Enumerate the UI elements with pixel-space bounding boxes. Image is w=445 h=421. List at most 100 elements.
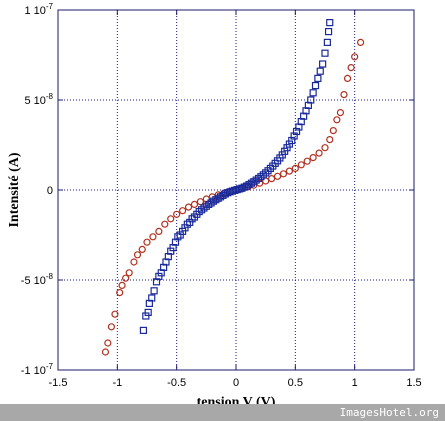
data-point-circle bbox=[161, 220, 169, 228]
data-point-square bbox=[238, 184, 246, 192]
data-point-square bbox=[321, 49, 329, 57]
data-point-square bbox=[292, 127, 301, 136]
data-point-circle bbox=[149, 233, 157, 241]
data-point-square bbox=[150, 287, 158, 295]
data-point-square bbox=[226, 188, 234, 196]
data-point-circle bbox=[333, 116, 341, 124]
data-point-square bbox=[142, 312, 150, 320]
x-tick-label: 1 bbox=[352, 377, 358, 389]
watermark-text: ImagesHotel.org bbox=[339, 406, 439, 419]
data-point-circle bbox=[155, 227, 163, 235]
data-point-square bbox=[262, 169, 270, 177]
data-point-circle bbox=[143, 238, 151, 246]
data-point-circle bbox=[351, 53, 359, 61]
x-tick-label: -0.5 bbox=[167, 377, 186, 389]
data-point-square bbox=[324, 28, 333, 36]
data-point-square bbox=[307, 96, 315, 104]
data-point-circle bbox=[179, 207, 187, 215]
data-point-square bbox=[160, 263, 168, 271]
data-point-square bbox=[290, 132, 298, 140]
data-point-circle bbox=[125, 269, 133, 277]
data-point-circle bbox=[138, 245, 146, 253]
data-point-square bbox=[311, 81, 320, 90]
data-point-square bbox=[176, 231, 184, 239]
data-point-square bbox=[145, 299, 153, 307]
data-point-circle bbox=[336, 108, 345, 117]
data-point-circle bbox=[309, 154, 317, 162]
x-tick-label: 0 bbox=[233, 377, 239, 389]
data-point-square bbox=[152, 278, 161, 286]
data-point-circle bbox=[273, 172, 282, 180]
data-point-circle bbox=[184, 203, 193, 211]
x-axis-ticks: -1.5 -1 -0.5 0 0.5 1 1.5 bbox=[49, 10, 422, 389]
data-point-circle bbox=[122, 274, 130, 282]
data-point-square bbox=[326, 19, 334, 27]
series-square-markers bbox=[139, 19, 334, 334]
data-point-square bbox=[197, 206, 206, 214]
data-point-circle bbox=[196, 198, 204, 206]
x-tick-label: 1.5 bbox=[406, 377, 421, 389]
data-point-square bbox=[181, 224, 189, 232]
data-point-circle bbox=[291, 164, 299, 172]
data-point-square bbox=[183, 220, 191, 228]
data-point-circle bbox=[357, 38, 365, 47]
data-point-square bbox=[233, 186, 241, 194]
data-point-circle bbox=[173, 210, 181, 218]
data-point-square bbox=[195, 208, 203, 216]
series-layer bbox=[101, 19, 365, 356]
data-point-circle bbox=[268, 175, 276, 183]
data-point-circle bbox=[190, 200, 199, 208]
watermark-bar bbox=[0, 404, 445, 421]
x-tick-label: -1.5 bbox=[49, 377, 68, 389]
data-point-circle bbox=[347, 63, 355, 72]
data-point-square bbox=[314, 74, 322, 83]
data-point-square bbox=[224, 189, 232, 197]
data-point-square bbox=[288, 136, 296, 145]
data-point-square bbox=[174, 233, 182, 241]
series-circle-markers bbox=[101, 38, 365, 356]
data-point-square bbox=[319, 60, 327, 68]
data-point-circle bbox=[202, 195, 210, 203]
data-point-square bbox=[266, 164, 275, 172]
data-point-circle bbox=[315, 149, 323, 157]
x-tick-label: -1 bbox=[112, 377, 122, 389]
data-point-square bbox=[235, 185, 244, 193]
data-point-square bbox=[257, 173, 265, 181]
x-tick-label: 0.5 bbox=[288, 377, 303, 389]
data-point-square bbox=[259, 171, 267, 179]
data-point-square bbox=[264, 167, 272, 175]
y-tick-label: -1 10-7 bbox=[21, 362, 54, 377]
data-point-circle bbox=[329, 127, 337, 135]
data-point-square bbox=[285, 140, 293, 148]
data-point-square bbox=[221, 190, 229, 198]
data-point-square bbox=[300, 112, 308, 120]
data-point-circle bbox=[326, 136, 334, 144]
data-point-circle bbox=[130, 258, 138, 266]
data-point-circle bbox=[167, 215, 175, 223]
y-tick-label: -5 10-8 bbox=[21, 272, 54, 287]
data-point-circle bbox=[111, 310, 119, 318]
data-point-square bbox=[281, 147, 289, 155]
data-point-square bbox=[323, 38, 331, 47]
data-point-square bbox=[188, 215, 196, 223]
data-point-square bbox=[228, 187, 237, 195]
data-point-square bbox=[171, 238, 180, 246]
data-point-square bbox=[200, 204, 208, 212]
data-point-circle bbox=[340, 90, 348, 99]
data-point-square bbox=[139, 326, 148, 334]
data-point-circle bbox=[303, 157, 311, 165]
data-point-circle bbox=[279, 170, 288, 178]
data-point-circle bbox=[104, 339, 112, 347]
data-point-square bbox=[316, 67, 324, 75]
data-point-circle bbox=[116, 289, 124, 297]
data-point-square bbox=[231, 186, 239, 194]
data-point-square bbox=[309, 89, 317, 97]
data-point-circle bbox=[133, 251, 142, 259]
data-point-square bbox=[148, 294, 156, 302]
y-tick-label: 0 bbox=[47, 185, 53, 197]
data-point-circle bbox=[118, 281, 126, 289]
data-point-circle bbox=[101, 348, 110, 356]
data-point-circle bbox=[343, 74, 352, 83]
data-point-circle bbox=[321, 144, 329, 152]
